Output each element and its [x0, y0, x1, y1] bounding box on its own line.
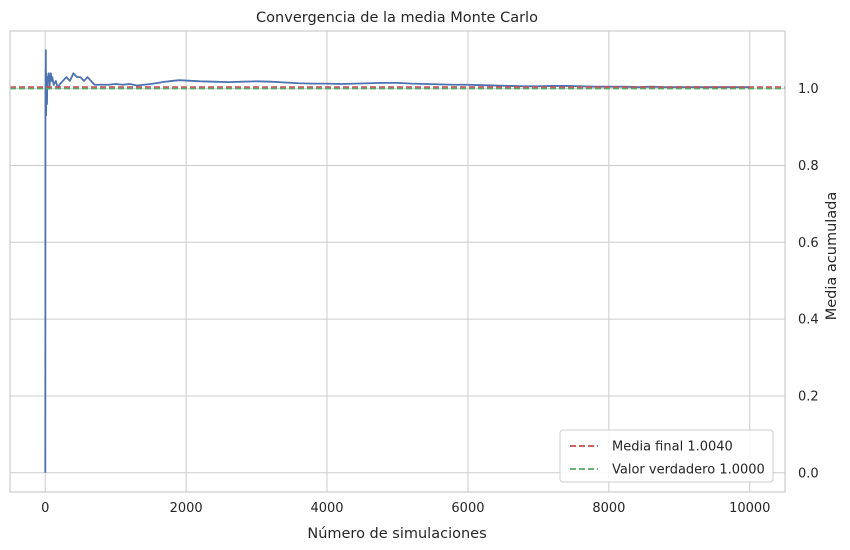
- axis-ticks: 0 2000 4000 6000 8000 10000 0.0 0.2 0.4 0.6 0.8 1.0: [41, 82, 819, 516]
- x-tick-label: 2000: [170, 501, 203, 516]
- legend-label-valor-verdadero: Valor verdadero 1.0000: [612, 463, 765, 478]
- y-tick-label: 0.6: [798, 236, 819, 251]
- y-tick-label: 0.2: [798, 389, 819, 404]
- y-tick-label: 0.4: [798, 313, 819, 328]
- chart-title: Convergencia de la media Monte Carlo: [256, 10, 538, 26]
- plot-area: [10, 49, 785, 473]
- legend: Media final 1.0040 Valor verdadero 1.000…: [559, 429, 774, 483]
- y-axis-label: Media acumulada: [824, 192, 840, 321]
- x-tick-label: 8000: [592, 501, 625, 516]
- x-tick-label: 4000: [310, 501, 343, 516]
- x-tick-label: 0: [41, 501, 49, 516]
- series-line-media-acumulada: [44, 49, 750, 473]
- x-axis-label: Número de simulaciones: [307, 526, 486, 542]
- y-tick-label: 1.0: [798, 82, 819, 97]
- x-tick-label: 6000: [451, 501, 484, 516]
- grid-lines: [10, 31, 785, 492]
- legend-label-media-final: Media final 1.0040: [612, 440, 733, 455]
- x-tick-label: 10000: [729, 501, 770, 516]
- y-tick-label: 0.0: [798, 466, 819, 481]
- legend-box: [559, 429, 774, 483]
- y-tick-label: 0.8: [798, 159, 819, 174]
- plot-frame: [9, 30, 786, 493]
